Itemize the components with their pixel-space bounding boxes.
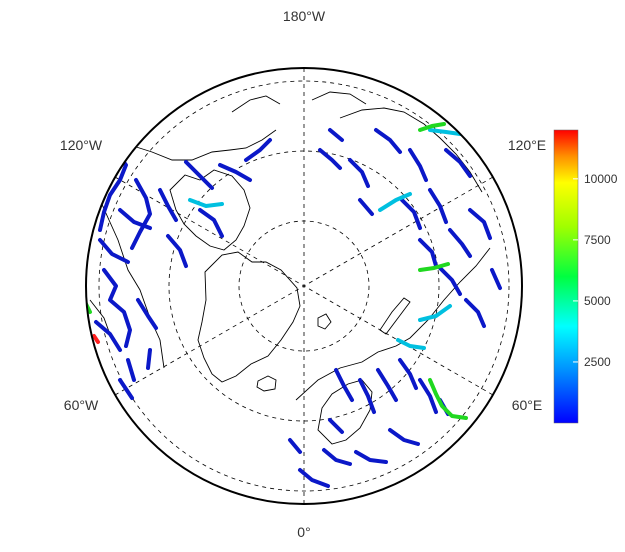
- colorbar-ticks: 10000 7500 5000 2500: [573, 172, 618, 369]
- alaska-chukotka-coast: [231, 91, 367, 113]
- lon-label-bottom: 0°: [297, 524, 310, 540]
- river-segments-high-flow: [188, 128, 462, 350]
- lon-label-upper-right: 120°E: [508, 137, 546, 153]
- iceland-outline: [256, 375, 277, 392]
- river-network: [86, 122, 502, 488]
- svalbard-outline: [317, 313, 332, 330]
- river-segment-peak-flow: [92, 334, 100, 344]
- colorbar-frame: [553, 129, 579, 424]
- lon-label-lower-right: 60°E: [512, 397, 543, 413]
- map-disk: [85, 67, 523, 505]
- map-border: [85, 67, 523, 505]
- colorbar-gradient: [554, 130, 578, 423]
- graticule: [98, 68, 510, 504]
- colorbar: 10000 7500 5000 2500: [553, 129, 618, 424]
- canadian-archipelago-outline: [169, 169, 251, 251]
- latitude-circle-outer: [98, 80, 510, 492]
- river-segments-north-america: [94, 138, 272, 400]
- coastlines: [89, 91, 491, 445]
- scandinavia-outline: [317, 379, 373, 445]
- novaya-zemlya-outline: [379, 297, 411, 335]
- river-segments-siberia: [318, 128, 502, 328]
- colorbar-tick-label: 7500: [584, 233, 611, 247]
- colorbar-tick-label: 10000: [584, 172, 618, 186]
- river-segments-major-flow: [86, 122, 468, 420]
- greenland-outline: [197, 251, 301, 383]
- colorbar-tick-label: 5000: [584, 294, 611, 308]
- lon-label-lower-left: 60°W: [64, 397, 99, 413]
- longitude-labels: 180°W 0° 120°W 120°E 60°W 60°E: [60, 8, 546, 540]
- lon-label-upper-left: 120°W: [60, 137, 103, 153]
- colorbar-tick-label: 2500: [584, 355, 611, 369]
- lon-label-top: 180°W: [283, 8, 326, 24]
